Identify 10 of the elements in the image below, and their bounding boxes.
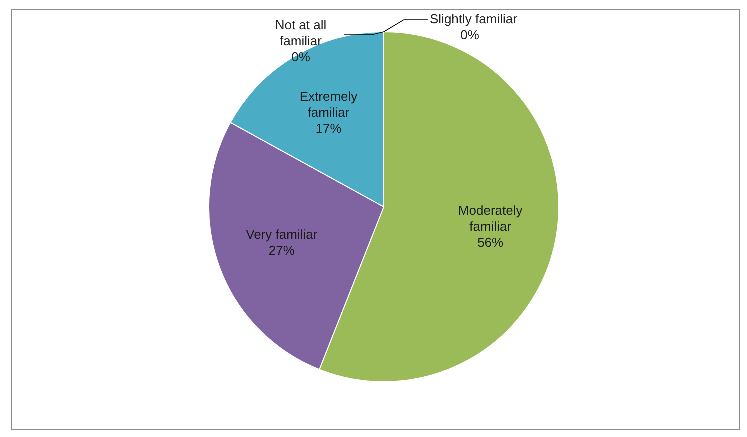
slice-label: Very familiar <box>246 227 318 242</box>
data-label: 56% <box>478 234 504 250</box>
legend-label: Slightly familiar <box>430 11 518 26</box>
slice-label: Moderately familiar <box>458 202 524 234</box>
category-label: Not at all familiar <box>275 17 327 48</box>
text: 0% <box>292 49 310 64</box>
data-label: 17% <box>316 121 342 136</box>
text: 0% <box>460 27 480 42</box>
data-label: 27% <box>268 243 296 258</box>
slice-label: Extremely familiar <box>300 89 358 120</box>
